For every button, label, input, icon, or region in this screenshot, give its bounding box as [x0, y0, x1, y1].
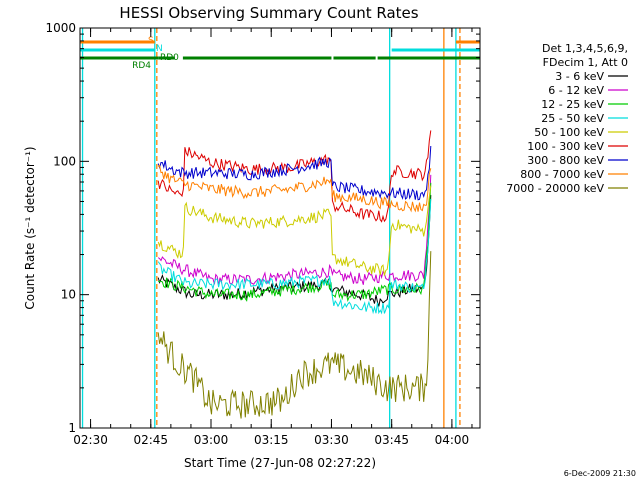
series-line-50-100-kev: [157, 185, 432, 276]
legend-label-6-12-kev: 6 - 12 keV: [548, 84, 604, 97]
vertical-markers: [81, 28, 461, 428]
legend-label-25-50-kev: 25 - 50 keV: [541, 112, 604, 125]
x-tick-label: 04:00: [435, 433, 470, 447]
series-line-6-12-kev: [157, 174, 432, 286]
y-tick-label: 1000: [45, 21, 76, 35]
x-tick-label: 03:30: [314, 433, 349, 447]
x-tick-label: 03:15: [254, 433, 289, 447]
x-axis-label: Start Time (27-Jun-08 02:27:22): [184, 456, 376, 470]
legend-label-50-100-kev: 50 - 100 keV: [534, 126, 604, 139]
series-line-800-7000-kev: [157, 164, 432, 213]
series-line-3-6-kev: [157, 195, 432, 307]
x-tick-label: 03:00: [194, 433, 229, 447]
x-axis: 02:30 02:45 03:00 03:15 03:30 03:45 04:00: [73, 28, 473, 447]
chart-title: HESSI Observing Summary Count Rates: [119, 4, 418, 22]
y-axis-label: Count Rate (s⁻¹ detector⁻¹): [23, 146, 37, 309]
legend: Det 1,3,4,5,6,9, FDecim 1, Att 0 3 - 6 k…: [506, 42, 628, 195]
legend-label-800-7000-kev: 800 - 7000 keV: [520, 168, 604, 181]
state-bar-label-rd0: RD0: [160, 53, 179, 63]
x-tick-label: 02:45: [133, 433, 168, 447]
state-bar-label-s: S: [148, 36, 154, 46]
legend-label-100-300-kev: 100 - 300 keV: [527, 140, 604, 153]
series-line-12-25-kev: [158, 182, 432, 303]
series-line-7000-20000-kev: [157, 251, 432, 419]
legend-header-line-1: Det 1,3,4,5,6,9,: [542, 42, 628, 55]
legend-label-3-6-kev: 3 - 6 keV: [555, 70, 604, 83]
legend-label-7000-20000-kev: 7000 - 20000 keV: [506, 182, 604, 195]
series-line-300-800-kev: [157, 145, 432, 201]
y-axis: 1 10 100 1000: [45, 21, 480, 435]
state-bar-label-rd4: RD4: [132, 61, 151, 71]
footer-date: 6-Dec-2009 21:30: [564, 469, 636, 478]
y-tick-label: 10: [61, 288, 76, 302]
legend-header-line-2: FDecim 1, Att 0: [543, 56, 628, 69]
y-tick-label: 1: [68, 421, 76, 435]
legend-label-12-25-kev: 12 - 25 keV: [541, 98, 604, 111]
y-tick-label: 100: [53, 154, 76, 168]
x-tick-label: 02:30: [73, 433, 108, 447]
x-tick-label: 03:45: [374, 433, 409, 447]
state-bar-label-n: N: [156, 44, 163, 54]
plot-frame: [79, 27, 481, 429]
series-group: [157, 130, 432, 419]
legend-label-300-800-kev: 300 - 800 keV: [527, 154, 604, 167]
series-line-25-50-kev: [157, 198, 432, 315]
